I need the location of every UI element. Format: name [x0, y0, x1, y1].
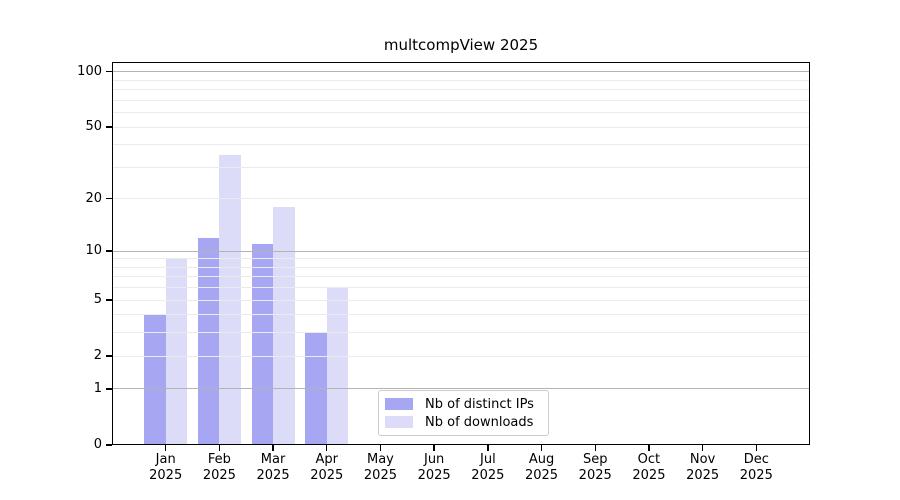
x-tick-month: Jul: [480, 452, 496, 467]
x-tick-label-apr: Apr 2025: [295, 452, 359, 484]
gridline-minor-70: [112, 99, 810, 101]
y-tick-2: [106, 355, 112, 357]
gridline-minor-60: [112, 112, 810, 114]
x-tick-month: Dec: [743, 452, 769, 467]
gridline-minor-90: [112, 79, 810, 81]
x-tick-sep: [594, 445, 596, 451]
x-tick-may: [379, 445, 382, 451]
legend-swatch-downloads: [385, 416, 413, 428]
x-tick-label-sep: Sep 2025: [563, 452, 627, 484]
x-tick-month: Jan: [155, 452, 176, 467]
gridline-major-100: [112, 71, 810, 73]
gridline-minor-80: [112, 89, 810, 91]
chart-title: multcompView 2025: [383, 36, 539, 54]
x-tick-month: Oct: [637, 452, 661, 467]
y-tick-label-10: 10: [85, 243, 102, 259]
x-tick-mar: [272, 445, 274, 451]
x-tick-year: 2025: [149, 468, 183, 483]
x-tick-year: 2025: [739, 468, 773, 483]
x-tick-year: 2025: [256, 468, 290, 483]
x-tick-label-mar: Mar 2025: [241, 452, 305, 484]
gridline-minor-40: [112, 144, 810, 146]
y-tick-label-100: 100: [77, 63, 102, 79]
x-tick-aug: [540, 445, 543, 451]
legend-item-distinct-ips: Nb of distinct IPs: [385, 397, 540, 412]
legend-swatch-distinct-ips: [385, 398, 413, 410]
legend-label-distinct-ips: Nb of distinct IPs: [425, 396, 534, 412]
x-tick-month: Aug: [528, 452, 555, 467]
x-tick-label-oct: Oct 2025: [617, 452, 681, 484]
x-tick-year: 2025: [417, 468, 451, 483]
x-tick-year: 2025: [524, 468, 559, 483]
x-tick-label-jun: Jun 2025: [402, 452, 466, 484]
x-tick-year: 2025: [363, 468, 397, 483]
y-tick-100: [106, 71, 112, 73]
bar-distinct-ips-apr: [305, 332, 327, 445]
x-tick-dec: [755, 445, 757, 451]
y-tick-1: [106, 388, 112, 390]
bar-downloads-feb: [219, 155, 241, 445]
legend-label-downloads: Nb of downloads: [425, 414, 534, 430]
y-tick-20: [106, 198, 112, 200]
bar-downloads-jan: [165, 258, 188, 445]
x-tick-month: Nov: [689, 452, 716, 467]
legend: Nb of distinct IPs Nb of downloads: [378, 390, 549, 436]
bar-downloads-mar: [273, 206, 295, 445]
legend-item-downloads: Nb of downloads: [385, 415, 540, 430]
bar-downloads-apr: [326, 287, 349, 445]
x-tick-month: Feb: [207, 452, 231, 467]
x-tick-year: 2025: [578, 468, 612, 483]
x-tick-label-dec: Dec 2025: [724, 452, 788, 484]
y-tick-10: [106, 250, 112, 252]
bar-distinct-ips-jan: [144, 314, 166, 445]
gridline-minor-30: [112, 166, 810, 168]
y-tick-label-2: 2: [93, 348, 102, 364]
y-tick-5: [106, 299, 112, 301]
x-tick-month: May: [367, 452, 394, 467]
x-tick-apr: [326, 445, 328, 451]
x-tick-feb: [218, 445, 221, 451]
y-tick-label-0: 0: [93, 437, 102, 452]
y-tick-label-50: 50: [85, 119, 102, 135]
x-tick-month: Sep: [582, 452, 608, 467]
x-tick-year: 2025: [202, 468, 236, 483]
x-tick-month: Mar: [260, 452, 286, 467]
x-tick-jul: [487, 445, 489, 451]
y-tick-label-1: 1: [93, 380, 102, 396]
x-tick-year: 2025: [471, 468, 505, 483]
x-tick-jun: [433, 445, 435, 451]
gridline-minor-50: [112, 126, 810, 128]
x-tick-jan: [164, 445, 167, 451]
x-tick-oct: [648, 445, 650, 451]
x-tick-year: 2025: [310, 468, 344, 483]
x-tick-month: Jun: [423, 452, 445, 467]
x-tick-month: Apr: [315, 452, 339, 467]
x-tick-nov: [701, 445, 704, 451]
y-tick-50: [106, 126, 112, 128]
y-tick-label-20: 20: [85, 190, 102, 206]
y-tick-label-5: 5: [93, 292, 102, 308]
x-tick-label-feb: Feb 2025: [187, 452, 251, 484]
x-tick-year: 2025: [686, 468, 720, 483]
x-tick-label-may: May 2025: [348, 452, 412, 484]
bar-distinct-ips-mar: [251, 244, 274, 445]
x-tick-label-aug: Aug 2025: [510, 452, 574, 484]
y-tick-0: [106, 444, 112, 446]
bar-distinct-ips-feb: [197, 237, 220, 445]
x-tick-label-jul: Jul 2025: [456, 452, 520, 484]
x-tick-label-jan: Jan 2025: [134, 452, 198, 484]
x-tick-year: 2025: [632, 468, 666, 483]
gridline-minor-20: [112, 198, 810, 200]
x-tick-label-nov: Nov 2025: [671, 452, 735, 484]
